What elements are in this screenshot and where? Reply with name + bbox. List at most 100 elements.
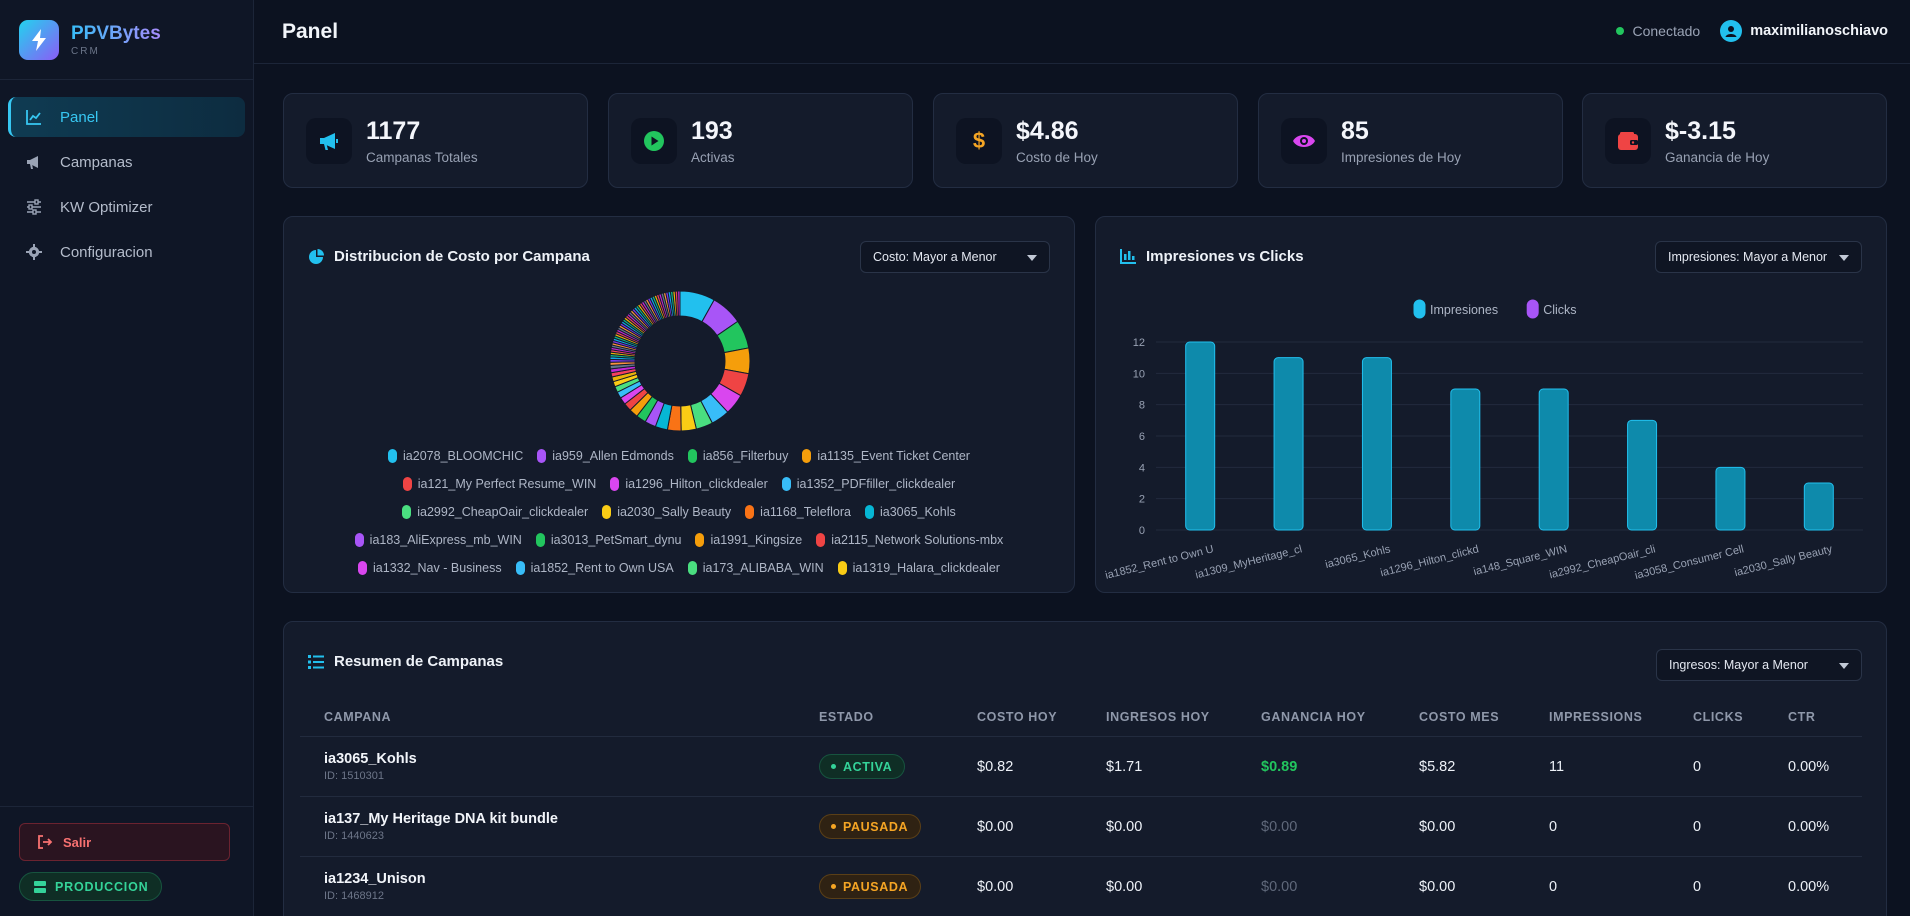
- ctr-cell: 0.00%: [1788, 819, 1830, 835]
- legend-item[interactable]: ia1319_Halara_clickdealer: [837, 561, 1000, 575]
- column-header[interactable]: CLICKS: [1693, 710, 1744, 724]
- legend-item[interactable]: ia1352_PDFfiller_clickdealer: [781, 477, 955, 491]
- legend-label: ia2992_CheapOair_clickdealer: [417, 505, 589, 519]
- legend-row: ia121_My Perfect Resume_WIN ia1296_Hilton…: [284, 477, 1074, 491]
- legend-item[interactable]: ia2078_BLOOMCHIC: [388, 449, 523, 463]
- sliders-icon: [27, 199, 41, 215]
- legend-swatch[interactable]: [1526, 299, 1539, 319]
- column-header[interactable]: COSTO MES: [1419, 710, 1500, 724]
- revenue-today-cell: $0.00: [1106, 879, 1143, 895]
- legend-swatch: [745, 505, 755, 519]
- campaign-name[interactable]: ia3065_Kohls: [324, 751, 417, 767]
- y-tick-label: 6: [1139, 431, 1145, 443]
- legend-item[interactable]: ia2115_Network Solutions-mbx: [816, 533, 1003, 547]
- bar[interactable]: [1273, 357, 1304, 531]
- legend-item[interactable]: ia1332_Nav - Business: [358, 561, 502, 575]
- sidebar-item-kw-optimizer[interactable]: KW Optimizer: [8, 187, 245, 227]
- legend-swatch: [602, 505, 612, 519]
- column-header[interactable]: COSTO HOY: [977, 710, 1058, 724]
- sidebar-item-panel[interactable]: Panel: [8, 97, 245, 137]
- stat-value: 193: [691, 116, 733, 145]
- column-header[interactable]: GANANCIA HOY: [1261, 710, 1366, 724]
- legend-item[interactable]: ia3013_PetSmart_dynu: [535, 533, 682, 547]
- bar[interactable]: [1450, 388, 1481, 531]
- stat-icon-box: [306, 117, 352, 164]
- sidebar-item-campanas[interactable]: Campanas: [8, 142, 245, 182]
- legend-label: ia1319_Halara_clickdealer: [852, 561, 1000, 575]
- revenue-sort-value: Ingresos: Mayor a Menor: [1669, 658, 1808, 672]
- impressions-sort-select[interactable]: Impresiones: Mayor a Menor: [1655, 241, 1862, 273]
- legend-item[interactable]: ia2030_Sally Beauty: [602, 505, 731, 519]
- status-label: PAUSADA: [843, 879, 909, 894]
- legend-item[interactable]: ia121_My Perfect Resume_WIN: [402, 477, 597, 491]
- legend-swatch: [781, 477, 791, 491]
- legend-item[interactable]: ia1296_Hilton_clickdealer: [610, 477, 768, 491]
- legend-label: ia121_My Perfect Resume_WIN: [417, 477, 597, 491]
- cost-sort-select[interactable]: Costo: Mayor a Menor: [860, 241, 1050, 273]
- column-header[interactable]: ESTADO: [819, 710, 874, 724]
- bar[interactable]: [1185, 341, 1216, 531]
- legend-swatch[interactable]: [1413, 299, 1426, 319]
- legend-item[interactable]: ia3065_Kohls: [864, 505, 956, 519]
- legend-label: ia2030_Sally Beauty: [617, 505, 732, 519]
- clicks-cell: 0: [1693, 759, 1702, 775]
- legend-swatch: [837, 561, 847, 575]
- legend-label: ia856_Filterbuy: [702, 449, 789, 463]
- logout-button[interactable]: Salir: [19, 823, 230, 861]
- legend-label: ia1332_Nav - Business: [373, 561, 502, 575]
- column-header[interactable]: CTR: [1788, 710, 1816, 724]
- legend-item[interactable]: ia856_Filterbuy: [687, 449, 789, 463]
- legend-item[interactable]: ia1135_Event Ticket Center: [802, 449, 970, 463]
- bar[interactable]: [1627, 419, 1658, 531]
- legend-item[interactable]: ia1168_Teleflora: [745, 505, 851, 519]
- legend-item[interactable]: ia1852_Rent to Own USA: [515, 561, 674, 575]
- sidebar-item-label: Campanas: [60, 153, 133, 171]
- username[interactable]: maximilianoschiavo: [1750, 23, 1888, 39]
- legend-item[interactable]: ia959_Allen Edmonds: [537, 449, 674, 463]
- stat-label: Ganancia de Hoy: [1665, 149, 1770, 165]
- legend-item[interactable]: ia2992_CheapOair_clickdealer: [402, 505, 588, 519]
- bar[interactable]: [1361, 357, 1392, 531]
- cost-sort-value: Costo: Mayor a Menor: [873, 250, 997, 264]
- status-badge: PAUSADA: [819, 814, 922, 839]
- legend-item[interactable]: ia173_ALIBABA_WIN: [687, 561, 824, 575]
- legend-swatch: [687, 449, 697, 463]
- column-header[interactable]: CAMPANA: [324, 710, 392, 724]
- legend-item[interactable]: ia183_AliExpress_mb_WIN: [354, 533, 522, 547]
- panel-title: Resumen de Campanas: [334, 653, 504, 670]
- panel-title: Impresiones vs Clicks: [1146, 248, 1304, 265]
- user-avatar[interactable]: [1720, 20, 1743, 42]
- y-tick-label: 10: [1133, 368, 1145, 380]
- campaign-cell: ia1234_Unison ID: 1468912: [324, 871, 426, 902]
- ctr-cell: 0.00%: [1788, 759, 1830, 775]
- cost-month-cell: $0.00: [1419, 819, 1456, 835]
- sidebar-item-configuracion[interactable]: Configuracion: [8, 232, 245, 272]
- legend-swatch: [610, 477, 620, 491]
- pie-slice[interactable]: [677, 290, 681, 317]
- legend-item[interactable]: ia1991_Kingsize: [695, 533, 802, 547]
- top-header: Panel Conectado maximilianoschiavo: [254, 0, 1910, 64]
- bar[interactable]: [1715, 466, 1746, 531]
- impressions-cell: 0: [1549, 819, 1558, 835]
- legend-swatch: [402, 505, 412, 519]
- legend-label: ia1135_Event Ticket Center: [817, 449, 970, 463]
- sidebar-item-label: Panel: [60, 108, 99, 126]
- bar[interactable]: [1538, 388, 1569, 531]
- legend-swatch: [358, 561, 368, 575]
- column-header[interactable]: INGRESOS HOY: [1106, 710, 1210, 724]
- bar[interactable]: [1803, 482, 1834, 531]
- revenue-today-cell: $0.00: [1106, 819, 1143, 835]
- brand-title: PPVBytes: [71, 22, 161, 44]
- profit-today-cell: $0.00: [1261, 819, 1298, 835]
- revenue-sort-select[interactable]: Ingresos: Mayor a Menor: [1656, 649, 1862, 681]
- campaign-cell: ia137_My Heritage DNA kit bundle ID: 144…: [324, 811, 558, 842]
- status-badge: PAUSADA: [819, 874, 922, 899]
- legend-row: ia2078_BLOOMCHIC ia959_Allen Edmonds ia856…: [284, 449, 1074, 463]
- campaign-name[interactable]: ia1234_Unison: [324, 871, 426, 887]
- legend-label: ia3013_PetSmart_dynu: [550, 533, 682, 547]
- column-header[interactable]: IMPRESSIONS: [1549, 710, 1643, 724]
- wallet-icon: [1618, 131, 1638, 150]
- campaign-name[interactable]: ia137_My Heritage DNA kit bundle: [324, 811, 558, 827]
- legend-label: Clicks: [1543, 303, 1576, 317]
- chart-line-icon: [26, 110, 41, 125]
